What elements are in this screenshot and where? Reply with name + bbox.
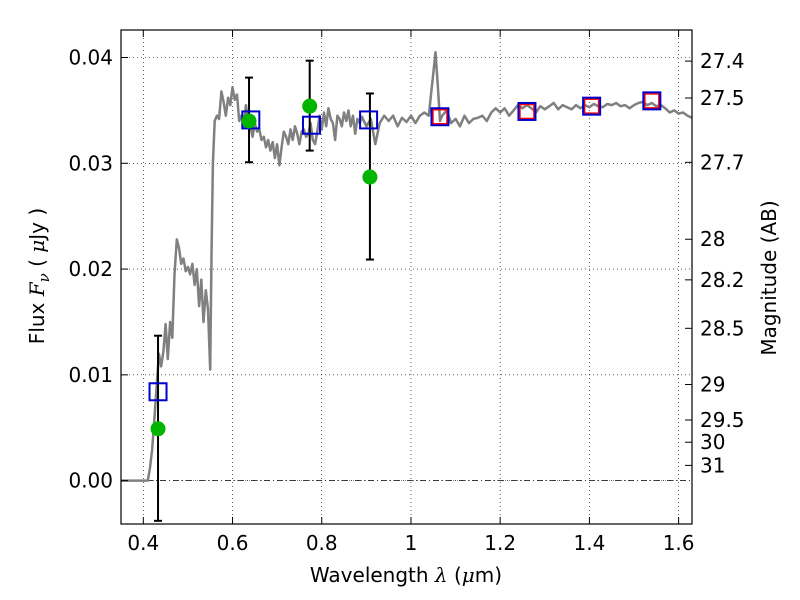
model-flux-square-blue xyxy=(582,96,602,116)
plot-area xyxy=(120,29,693,525)
y2-tick-label: 28.2 xyxy=(700,268,745,292)
observed-flux-point xyxy=(362,169,378,185)
y-label-unit-open: ( xyxy=(25,253,49,274)
y2-tick-label: 27.5 xyxy=(700,86,745,110)
model-flux-square-blue xyxy=(359,110,379,130)
y-tick-label: 0.00 xyxy=(68,469,113,493)
model-flux-square-blue xyxy=(430,107,450,127)
x-tick-label: 0.8 xyxy=(306,531,338,555)
model-flux-square-blue xyxy=(642,91,662,111)
y-label-subscript: ν xyxy=(35,273,53,282)
y2-tick-label: 30 xyxy=(700,430,725,454)
y-label-unit-rest: Jy ) xyxy=(25,208,49,242)
y2-axis-label: Magnitude (AB) xyxy=(757,200,781,355)
x-tick-label: 1.2 xyxy=(484,531,516,555)
y2-tick-label: 28 xyxy=(700,227,725,251)
plot-frame xyxy=(120,29,693,525)
y-label-unit-mu: μ xyxy=(25,240,49,253)
y-tick-label: 0.03 xyxy=(68,151,113,175)
y-axis-label: Flux Fν ( μJy ) xyxy=(25,208,53,344)
model-spectrum-line xyxy=(121,50,692,482)
x-label-symbol: λ xyxy=(434,563,448,587)
x-label-unit-open: ( xyxy=(448,563,462,587)
y2-tick-label: 27.7 xyxy=(700,150,745,174)
x-axis-label: Wavelength λ (μm) xyxy=(310,563,502,587)
x-label-unit-mu: μ xyxy=(462,563,475,587)
model-flux-square-red xyxy=(583,98,600,114)
y-label-symbol: F xyxy=(25,281,49,297)
x-tick-label: 1.6 xyxy=(663,531,695,555)
y-tick-label: 0.02 xyxy=(68,257,113,281)
model-flux-square-red xyxy=(644,93,660,109)
observed-flux-point xyxy=(302,98,318,114)
x-tick-label: 0.4 xyxy=(127,531,159,555)
plot-content xyxy=(121,50,692,522)
observed-flux-point xyxy=(150,421,166,437)
model-flux-square-red xyxy=(432,108,448,125)
model-flux-square-blue xyxy=(148,382,168,402)
observed-flux-point xyxy=(241,113,257,129)
y2-tick-label: 29.5 xyxy=(700,408,745,432)
y-tick-label: 0.01 xyxy=(68,363,113,387)
y-tick-label: 0.04 xyxy=(68,46,113,70)
model-flux-square-blue xyxy=(517,101,537,121)
x-tick-label: 1.4 xyxy=(573,531,605,555)
y2-tick-label: 29 xyxy=(700,372,725,396)
x-axis-ticks: 0.4 0.6 0.8 1 1.2 1.4 1.6 xyxy=(127,30,695,555)
x-label-unit-rest: m) xyxy=(475,563,502,587)
y-label-prefix: Flux xyxy=(25,296,49,344)
x-tick-label: 0.6 xyxy=(217,531,249,555)
y2-tick-label: 28.5 xyxy=(700,316,745,340)
model-flux-square-red xyxy=(519,103,535,120)
x-label-prefix: Wavelength xyxy=(310,563,435,587)
x-tick-label: 1 xyxy=(405,531,418,555)
y2-tick-label: 27.4 xyxy=(700,49,745,73)
y2-tick-label: 31 xyxy=(700,453,725,477)
y-axis-ticks: 0.00 0.01 0.02 0.03 0.04 xyxy=(68,46,128,493)
model-flux-square-blue xyxy=(301,115,321,135)
